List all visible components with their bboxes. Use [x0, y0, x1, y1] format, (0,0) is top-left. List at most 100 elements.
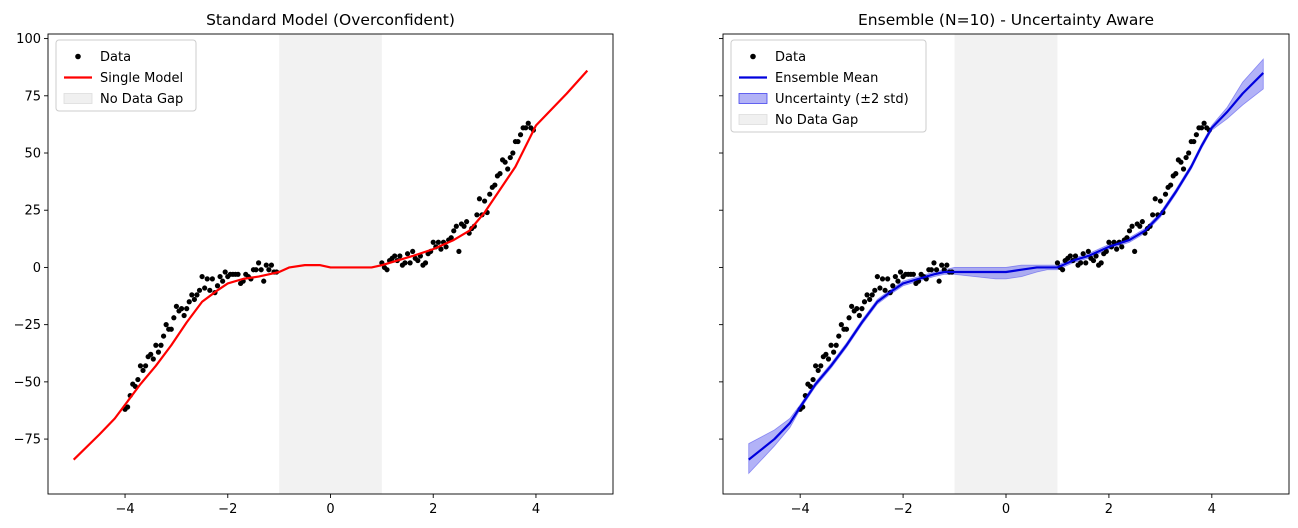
data-point — [155, 349, 162, 355]
data-point — [825, 356, 832, 362]
data-point — [158, 342, 164, 348]
data-point — [1085, 248, 1091, 255]
data-point — [451, 228, 457, 234]
data-point — [448, 235, 454, 241]
y-tick-label: 75 — [24, 89, 41, 104]
legend-label: Data — [775, 50, 806, 65]
data-point — [1090, 257, 1097, 264]
data-point — [939, 262, 945, 268]
legend-marker-dot — [75, 53, 81, 60]
data-point — [137, 363, 144, 369]
data-point — [1119, 244, 1125, 250]
data-point — [507, 154, 513, 161]
data-point — [220, 278, 226, 284]
data-point — [125, 404, 131, 410]
data-point — [859, 306, 865, 312]
data-point — [235, 271, 241, 277]
legend-marker-patch — [738, 93, 768, 104]
y-tick-label: 0 — [33, 261, 41, 276]
x-tick-label: 0 — [1002, 502, 1010, 517]
data-point — [153, 342, 159, 348]
data-point — [838, 322, 844, 328]
ensemble-mean-line — [748, 72, 1265, 461]
data-point — [404, 251, 411, 257]
data-point — [1168, 182, 1174, 188]
data-point — [877, 285, 883, 291]
data-point — [1114, 246, 1120, 252]
data-point — [1067, 253, 1073, 259]
data-point — [184, 306, 190, 312]
data-point — [410, 248, 416, 255]
data-point — [199, 273, 205, 280]
data-point — [1129, 223, 1135, 229]
legend-label: No Data Gap — [100, 92, 183, 107]
data-point — [163, 322, 169, 328]
data-point — [222, 269, 228, 275]
data-point — [255, 260, 262, 266]
data-point — [171, 315, 177, 321]
data-point — [1093, 253, 1099, 259]
data-point — [931, 260, 937, 266]
data-point — [1137, 223, 1143, 229]
data-point — [1103, 248, 1109, 255]
data-point — [1132, 248, 1138, 255]
legend: Data Single Model No Data Gap — [55, 39, 197, 112]
legend-label: Uncertainty (±2 std) — [775, 92, 909, 107]
data-point — [1180, 166, 1187, 172]
data-point — [874, 273, 880, 280]
data-point — [892, 273, 898, 280]
data-point — [407, 260, 413, 266]
data-point — [422, 260, 429, 266]
data-point — [487, 191, 493, 197]
data-point — [823, 351, 829, 357]
data-point — [885, 276, 891, 282]
plot-area — [748, 34, 1265, 494]
data-point — [869, 292, 875, 298]
data-point — [846, 315, 852, 321]
plot-area — [72, 34, 589, 494]
data-point — [813, 363, 819, 369]
data-point — [810, 376, 816, 383]
chart-title: Ensemble (N=10) - Uncertainty Aware — [858, 11, 1154, 29]
no-data-gap-region — [954, 34, 1058, 494]
data-point — [833, 342, 839, 348]
ensemble-model-panel: −4 −2 0 2 4 Ensemble (N=10) - Uncertainty Awa… — [719, 11, 1290, 517]
data-point — [492, 182, 498, 188]
data-point — [217, 273, 223, 280]
y-tick-label: −75 — [14, 433, 41, 448]
data-point — [148, 351, 154, 357]
data-point — [1106, 239, 1112, 245]
data-point — [517, 132, 524, 138]
x-tick-label: −2 — [218, 502, 237, 517]
data-point — [189, 292, 195, 298]
data-point — [1191, 138, 1197, 145]
data-point — [815, 367, 821, 374]
x-tick-label: 4 — [532, 502, 540, 517]
data-point — [1173, 171, 1179, 177]
x-tick-label: 2 — [1105, 502, 1113, 517]
legend-marker-patch — [63, 93, 93, 104]
data-point — [135, 376, 141, 383]
data-point — [464, 219, 470, 225]
data-point — [168, 326, 174, 332]
single-model-line — [72, 69, 589, 461]
y-tick-label: −50 — [14, 375, 41, 390]
y-tick-label: 50 — [24, 147, 41, 162]
data-point — [1098, 260, 1104, 266]
data-point — [1083, 260, 1089, 266]
data-point — [253, 267, 259, 273]
legend-label: Single Model — [100, 71, 183, 86]
data-point — [1072, 253, 1079, 259]
data-point — [430, 239, 436, 245]
y-tick-label: 25 — [24, 204, 41, 219]
data-point — [1183, 154, 1189, 161]
data-point — [194, 292, 200, 298]
legend-marker-patch — [738, 114, 768, 125]
data-point — [258, 267, 264, 273]
data-point — [1152, 196, 1158, 202]
data-point — [1150, 212, 1156, 218]
data-point — [944, 262, 950, 268]
data-point — [384, 267, 390, 273]
data-point — [415, 257, 421, 264]
